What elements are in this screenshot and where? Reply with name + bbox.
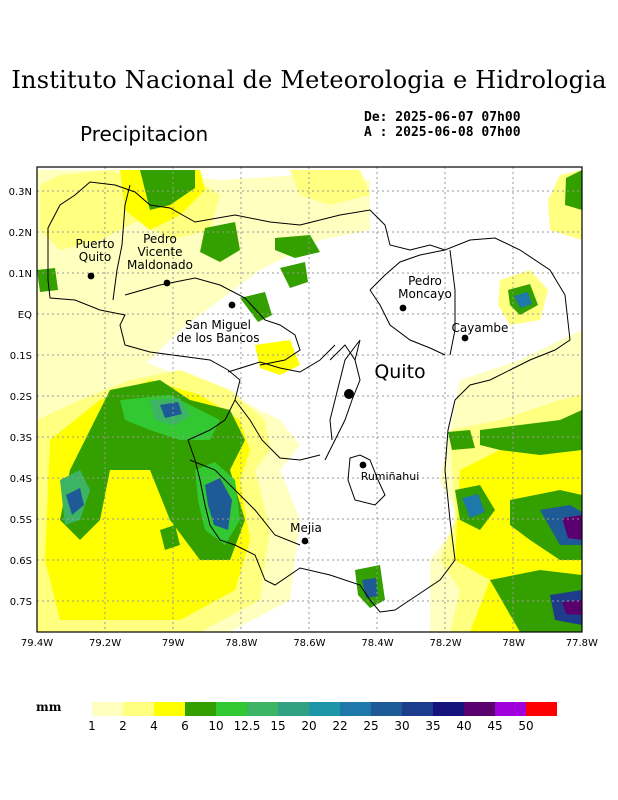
place-label-line: Puerto bbox=[76, 237, 115, 251]
lat-tick-label: 0.4S bbox=[10, 474, 32, 485]
legend-swatch bbox=[92, 702, 123, 716]
place-label-line: Vicente bbox=[138, 245, 183, 259]
precipitation-field bbox=[37, 167, 582, 632]
legend-label: 25 bbox=[363, 719, 378, 733]
legend-swatch bbox=[278, 702, 309, 716]
legend-swatch bbox=[123, 702, 154, 716]
place-label-puerto-quito: Puerto Quito bbox=[76, 237, 115, 264]
page-title: Instituto Nacional de Meteorologia e Hid… bbox=[11, 66, 607, 94]
legend-label: 2 bbox=[119, 719, 127, 733]
place-label-line: Cayambe bbox=[452, 321, 509, 335]
legend-label: 10 bbox=[208, 719, 223, 733]
lat-tick-label: 0.1N bbox=[9, 269, 32, 280]
lon-tick-label: 78.6W bbox=[293, 638, 325, 649]
lon-tick-label: 78W bbox=[502, 638, 525, 649]
latitude-labels: 0.3N 0.2N 0.1N EQ 0.1S 0.2S 0.3S 0.4S 0.5S 0.6S 0.… bbox=[9, 187, 33, 608]
legend-label: 15 bbox=[270, 719, 285, 733]
legend-swatch bbox=[495, 702, 526, 716]
place-label-line: Rumiñahui bbox=[361, 470, 420, 483]
legend-swatch bbox=[247, 702, 278, 716]
legend-swatch bbox=[154, 702, 185, 716]
legend-swatch bbox=[309, 702, 340, 716]
date-range: De: 2025-06-07 07h00 A : 2025-06-08 07h00 bbox=[364, 110, 521, 140]
marker-ruminahui bbox=[359, 461, 367, 469]
place-label-quito: Quito bbox=[374, 361, 425, 383]
legend-label: 35 bbox=[425, 719, 440, 733]
place-label-pedro-vicente-maldonado: Pedro Vicente Maldonado bbox=[127, 232, 193, 272]
lon-tick-label: 79W bbox=[162, 638, 185, 649]
legend-swatch bbox=[433, 702, 464, 716]
legend-swatch bbox=[526, 702, 557, 716]
lon-tick-label: 79.4W bbox=[21, 638, 53, 649]
legend-label: 12.5 bbox=[234, 719, 261, 733]
lat-tick-label: 0.2N bbox=[9, 228, 32, 239]
legend-swatch bbox=[216, 702, 247, 716]
lat-tick-label: 0.6S bbox=[10, 556, 32, 567]
legend-label: 50 bbox=[518, 719, 533, 733]
lat-tick-label: 0.7S bbox=[10, 597, 32, 608]
lat-tick-label: 0.2S bbox=[10, 392, 32, 403]
legend-label: 30 bbox=[394, 719, 409, 733]
marker-puerto-quito bbox=[87, 272, 95, 280]
legend-label: 45 bbox=[487, 719, 502, 733]
variable-subtitle: Precipitacion bbox=[80, 122, 209, 146]
legend-label: 22 bbox=[332, 719, 347, 733]
marker-pedro-moncayo bbox=[399, 304, 407, 312]
lat-tick-label: 0.3N bbox=[9, 187, 32, 198]
lon-tick-label: 79.2W bbox=[89, 638, 121, 649]
marker-pedro-vicente-maldonado bbox=[163, 279, 171, 287]
legend-label: 20 bbox=[301, 719, 316, 733]
legend-swatch bbox=[185, 702, 216, 716]
gridlines bbox=[37, 167, 582, 632]
place-label-line: Quito bbox=[374, 361, 425, 383]
lat-tick-label: EQ bbox=[18, 310, 32, 321]
lon-tick-label: 77.8W bbox=[566, 638, 598, 649]
place-label-san-miguel-de-los-bancos: San Miguel de los Bancos bbox=[177, 318, 260, 345]
lat-tick-label: 0.1S bbox=[10, 351, 32, 362]
place-label-pedro-moncayo: Pedro Moncayo bbox=[398, 274, 452, 301]
marker-cayambe bbox=[461, 334, 469, 342]
place-label-line: Pedro bbox=[408, 274, 442, 288]
place-label-mejia: Mejia bbox=[290, 521, 322, 535]
place-label-line: de los Bancos bbox=[177, 331, 260, 345]
place-label-line: Moncayo bbox=[398, 287, 452, 301]
place-label-ruminahui: Rumiñahui bbox=[361, 470, 420, 483]
boundaries bbox=[47, 181, 571, 613]
legend-label: 6 bbox=[181, 719, 189, 733]
date-to: A : 2025-06-08 07h00 bbox=[364, 125, 521, 140]
legend-label: 40 bbox=[456, 719, 471, 733]
place-label-line: Maldonado bbox=[127, 258, 193, 272]
marker-quito bbox=[344, 389, 354, 399]
legend-swatch bbox=[402, 702, 433, 716]
place-label-line: Quito bbox=[79, 250, 111, 264]
legend-swatch bbox=[464, 702, 495, 716]
map-frame bbox=[36, 166, 583, 633]
place-markers bbox=[87, 272, 469, 545]
lat-tick-label: 0.5S bbox=[10, 515, 32, 526]
lat-tick-label: 0.3S bbox=[10, 433, 32, 444]
place-label-line: San Miguel bbox=[185, 318, 251, 332]
place-label-cayambe: Cayambe bbox=[452, 321, 509, 335]
legend-swatch bbox=[340, 702, 371, 716]
place-label-line: Pedro bbox=[143, 232, 177, 246]
legend-swatch bbox=[371, 702, 402, 716]
place-label-line: Mejia bbox=[290, 521, 322, 535]
legend-unit: mm bbox=[36, 700, 62, 714]
marker-mejia bbox=[301, 537, 309, 545]
legend-label: 1 bbox=[88, 719, 96, 733]
lon-tick-label: 78.2W bbox=[430, 638, 462, 649]
lon-tick-label: 78.4W bbox=[361, 638, 393, 649]
color-legend: mm 1 2 4 6 10 12.5 15 20 22 25 30 35 40 45 50 bbox=[36, 700, 557, 733]
lon-tick-label: 78.8W bbox=[225, 638, 257, 649]
longitude-labels: 79.4W 79.2W 79W 78.8W 78.6W 78.4W 78.2W 78W 77.8… bbox=[21, 638, 598, 649]
marker-san-miguel-de-los-bancos bbox=[228, 301, 236, 309]
legend-label: 4 bbox=[150, 719, 158, 733]
date-from: De: 2025-06-07 07h00 bbox=[364, 110, 521, 125]
